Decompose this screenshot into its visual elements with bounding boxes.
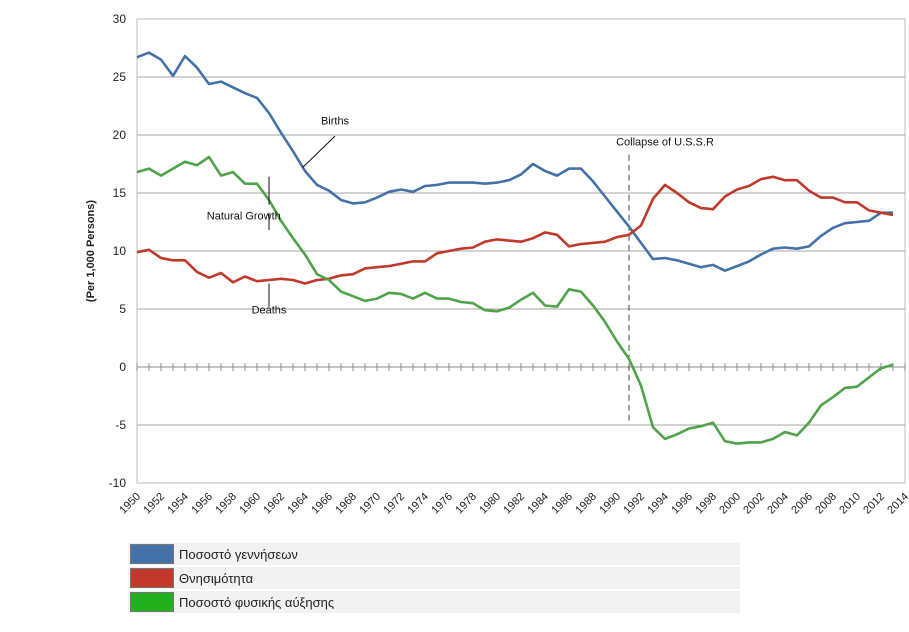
x-tick-label: 1984 <box>525 491 551 517</box>
y-tick-label: 20 <box>113 128 127 142</box>
x-tick-label: 1952 <box>141 491 167 517</box>
y-tick-label: 15 <box>113 186 127 200</box>
x-tick-label: 1974 <box>405 491 431 517</box>
annotation-pointer <box>302 135 336 168</box>
x-tick-label: 1972 <box>381 491 407 517</box>
x-tick-label: 1970 <box>357 491 383 517</box>
legend-swatch-deaths <box>130 568 174 588</box>
legend-item-births: Ποσοστό γεννήσεων <box>128 543 740 565</box>
x-tick-label: 2006 <box>789 491 815 517</box>
x-tick-label: 1954 <box>165 491 191 517</box>
y-tick-label: -10 <box>109 476 127 490</box>
x-tick-label: 1964 <box>285 491 311 517</box>
x-tick-label: 1998 <box>693 491 719 517</box>
y-tick-label: 10 <box>113 244 127 258</box>
y-tick-label: 30 <box>113 12 127 26</box>
y-tick-label: 0 <box>119 360 126 374</box>
x-tick-label: 2002 <box>741 491 767 517</box>
series-line-deaths <box>136 175 894 285</box>
x-tick-label: 1956 <box>189 491 215 517</box>
x-tick-label: 1988 <box>573 491 599 517</box>
x-tick-label: 1958 <box>213 491 239 517</box>
y-axis-label: (Per 1,000 Persons) <box>85 200 97 302</box>
x-tick-label: 2010 <box>837 491 863 517</box>
legend-label-deaths: Θνησιμότητα <box>179 570 254 586</box>
legend-item-deaths: Θνησιμότητα <box>128 567 740 589</box>
x-tick-label: 2000 <box>717 491 743 517</box>
x-tick-label: 1976 <box>429 491 455 517</box>
annotations: Births Natural Growth Deaths Collapse of U.… <box>207 116 714 317</box>
legend-label-births: Ποσοστό γεννήσεων <box>179 546 298 562</box>
x-tick-label: 1960 <box>237 491 263 517</box>
legend-item-natural-growth: Ποσοστό φυσικής αύξησης <box>128 591 740 613</box>
annotation-label: Natural Growth <box>207 211 281 223</box>
y-axis-tick-labels: -10 -5 0 5 10 15 20 25 30 <box>109 12 127 490</box>
x-tick-label: 1994 <box>645 491 671 517</box>
x-tick-label: 1996 <box>669 491 695 517</box>
legend: Ποσοστό γεννήσεων Θνησιμότητα Ποσοστό φυ… <box>128 540 740 632</box>
y-tick-label: -5 <box>115 418 126 432</box>
y-tick-label: 5 <box>119 302 126 316</box>
x-tick-label: 1950 <box>117 491 143 517</box>
x-tick-label: 2012 <box>861 491 887 517</box>
legend-swatch-natural-growth <box>130 592 174 612</box>
x-tick-label: 1986 <box>549 491 575 517</box>
x-tick-label: 2004 <box>765 491 791 517</box>
series-lines <box>136 51 894 445</box>
x-tick-label: 1990 <box>597 491 623 517</box>
x-axis-tick-labels: 1950195219541956195819601962196419661968… <box>117 491 909 517</box>
x-tick-label: 1980 <box>477 491 503 517</box>
x-tick-label: 1966 <box>309 491 335 517</box>
annotation-label: Deaths <box>252 305 287 317</box>
y-tick-label: 25 <box>113 70 127 84</box>
legend-swatch-births <box>130 544 174 564</box>
x-tick-label: 1992 <box>621 491 647 517</box>
x-axis-tick-marks <box>136 363 906 371</box>
x-tick-label: 1982 <box>501 491 527 517</box>
annotation-label: Collapse of U.S.S.R <box>616 136 714 148</box>
series-line-natural-growth <box>136 155 894 445</box>
x-tick-label: 2014 <box>885 491 909 517</box>
x-tick-label: 2008 <box>813 491 839 517</box>
x-tick-label: 1978 <box>453 491 479 517</box>
annotation-pointers <box>268 135 336 307</box>
legend-label-natural-growth: Ποσοστό φυσικής αύξησης <box>179 594 335 610</box>
annotation-label: Births <box>321 116 350 128</box>
x-tick-label: 1962 <box>261 491 287 517</box>
x-tick-label: 1968 <box>333 491 359 517</box>
series-line-births <box>136 51 893 273</box>
